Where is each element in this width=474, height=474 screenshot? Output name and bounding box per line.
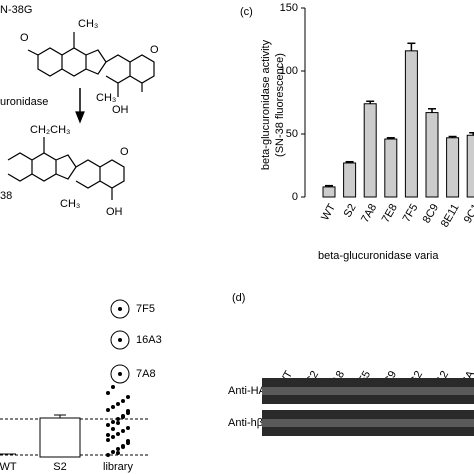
dot [111, 450, 115, 454]
dot [116, 447, 120, 451]
dot [116, 432, 120, 436]
bar [39, 417, 81, 458]
label: O [120, 146, 129, 158]
row-label: Anti-hβG [228, 417, 272, 429]
bar [446, 137, 460, 198]
x-tick-label: WT [0, 461, 17, 473]
bar [343, 162, 357, 198]
dot [106, 433, 110, 437]
dot [126, 409, 130, 413]
label: CH₂CH₃ [30, 124, 71, 136]
y-tick-label: 150 [280, 2, 298, 14]
bar [363, 103, 377, 198]
x-tick-label: library [103, 461, 133, 473]
dot [116, 402, 120, 406]
bar [404, 50, 418, 198]
dot [118, 307, 122, 311]
y-tick-label: 0 [292, 191, 298, 203]
structure [7, 32, 155, 200]
label: CH₃ [96, 92, 116, 104]
dot [106, 438, 110, 442]
x-tick-label: S2 [342, 202, 359, 220]
blot-band-shine [262, 419, 474, 427]
row-label: Anti-HA [228, 385, 267, 397]
dot-label: 7F5 [136, 303, 155, 315]
x-tick-label: 8E11 [439, 202, 462, 230]
dot [106, 408, 110, 412]
x-tick-label: 9C1 [462, 202, 474, 225]
label: 38 [0, 190, 12, 202]
x-tick-label: WT [319, 202, 338, 223]
bar [466, 134, 474, 198]
x-tick-label: 7A8 [359, 202, 379, 225]
dot [116, 421, 120, 425]
x-tick-label: 8C9 [421, 202, 441, 225]
dot [116, 417, 120, 421]
dot [111, 405, 115, 409]
label: OH [106, 206, 123, 218]
blot-band-shine [262, 387, 474, 395]
dot [111, 427, 115, 431]
dot-label: 16A3 [136, 334, 162, 346]
y-tick-label: 100 [280, 65, 298, 77]
dot [118, 338, 122, 342]
dot [126, 426, 130, 430]
label: O [150, 44, 159, 56]
label: OH [112, 104, 129, 116]
dot [121, 415, 125, 419]
x-tick-label: S2 [53, 461, 66, 473]
dot [111, 420, 115, 424]
y-axis-label: (SN-38 fluorescence) [274, 53, 286, 157]
panel-label: (d) [232, 292, 245, 304]
label: O [20, 32, 29, 44]
label: uronidase [0, 96, 48, 108]
bar [384, 138, 398, 198]
x-tick-label: 7F5 [401, 202, 421, 224]
y-axis-label: beta-glucuronidase activity [260, 39, 272, 170]
dot [126, 439, 130, 443]
label: CH₃ [78, 18, 98, 30]
dot [121, 445, 125, 449]
dot [116, 451, 120, 455]
y-tick-label: 50 [286, 128, 298, 140]
dot [121, 399, 125, 403]
dot [111, 435, 115, 439]
bar [322, 186, 336, 198]
dot [126, 395, 130, 399]
dot [106, 423, 110, 427]
dot [121, 429, 125, 433]
dot [111, 385, 115, 389]
dot [106, 453, 110, 457]
x-axis-label: beta-glucuronidase varia [318, 250, 439, 262]
panel-label: (c) [240, 6, 253, 18]
bar [425, 112, 439, 198]
label: CH₃ [60, 198, 80, 210]
label: N-38G [0, 4, 32, 16]
dot-label: 7A8 [136, 368, 156, 380]
dot [118, 372, 122, 376]
x-tick-label: 7E8 [380, 202, 400, 225]
dot [106, 391, 110, 395]
